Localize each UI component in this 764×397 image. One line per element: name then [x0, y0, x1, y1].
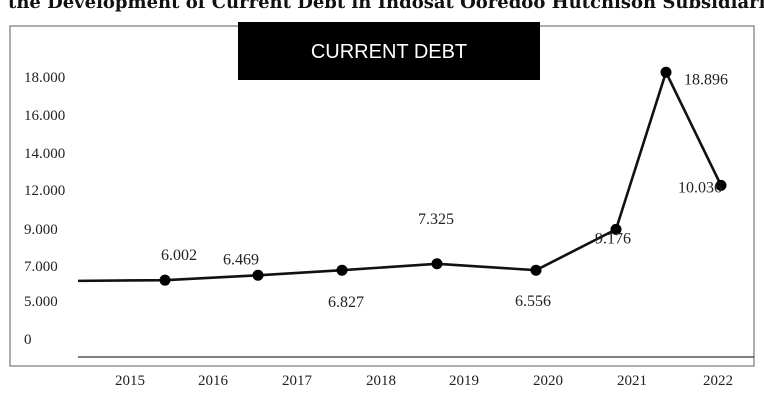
data-label: 6.556 [515, 293, 551, 310]
data-label: 18.896 [684, 71, 728, 88]
data-point [252, 269, 264, 281]
y-tick-label: 7.000 [24, 259, 58, 275]
y-tick-label: 16.000 [24, 108, 65, 124]
y-tick-label: 9.000 [24, 222, 58, 238]
x-tick-label: 2019 [449, 373, 479, 389]
data-point [159, 274, 171, 286]
x-tick-label: 2020 [533, 373, 563, 389]
x-tick-label: 2021 [617, 373, 647, 389]
x-axis-ticks: 2015 2016 2017 2018 2019 2020 2021 2022 [115, 373, 733, 389]
plot-frame [9, 25, 755, 367]
data-label: 7.325 [418, 211, 454, 228]
x-tick-label: 2018 [366, 373, 396, 389]
x-tick-label: 2015 [115, 373, 145, 389]
chart-title: CURRENT DEBT [311, 41, 467, 63]
data-label: 6.827 [328, 294, 364, 311]
data-point [530, 264, 542, 276]
data-point [336, 264, 348, 276]
series-current-debt: 6.002 6.469 6.827 7.325 6.556 9.176 18.896 10.0… [77, 66, 728, 311]
y-tick-label: 18.000 [24, 70, 65, 86]
data-label: 6.469 [223, 251, 259, 268]
x-tick-label: 2017 [282, 373, 313, 389]
data-point [660, 66, 672, 78]
header-fragment: the Development of Current Debt in Indos… [8, 0, 764, 13]
data-label: 10.036 [678, 179, 722, 196]
y-tick-label: 0 [24, 332, 32, 348]
data-label: 9.176 [595, 230, 631, 247]
y-tick-label: 12.000 [24, 183, 65, 199]
data-label: 6.002 [161, 247, 197, 264]
data-point [431, 258, 443, 270]
x-tick-label: 2016 [198, 373, 229, 389]
x-tick-label: 2022 [703, 373, 733, 389]
chart-title-background [238, 22, 540, 80]
y-tick-label: 14.000 [24, 146, 65, 162]
chart-title-box: CURRENT DEBT [238, 22, 540, 80]
data-point [610, 223, 622, 235]
data-point [715, 179, 727, 191]
y-axis-ticks: 18.000 16.000 14.000 12.000 9.000 7.000 5.000 0 [24, 70, 65, 348]
y-tick-label: 5.000 [24, 294, 58, 310]
